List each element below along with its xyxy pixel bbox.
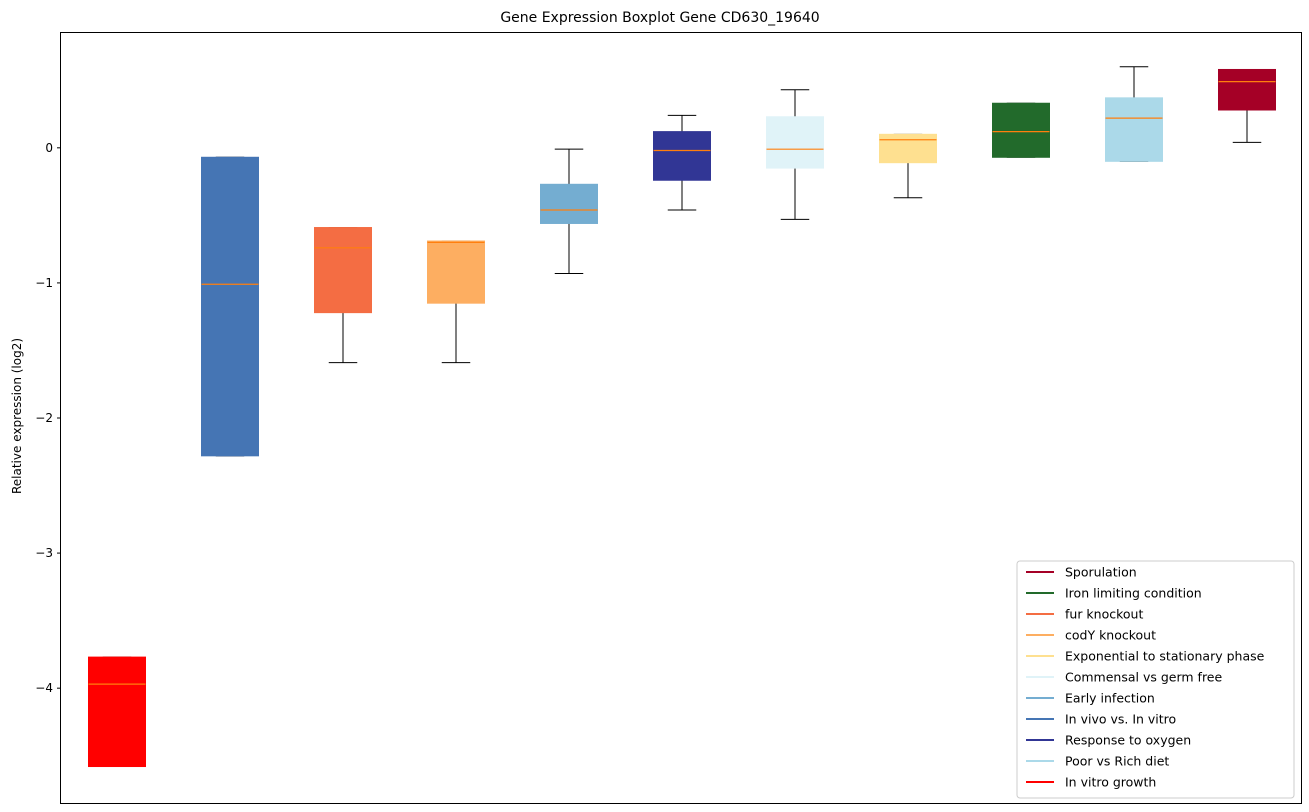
legend-label: Commensal vs germ free	[1065, 670, 1222, 685]
box-group	[766, 89, 824, 220]
box-group	[879, 133, 937, 199]
box	[992, 102, 1050, 158]
legend-label: Exponential to stationary phase	[1065, 649, 1265, 664]
box-group	[1218, 68, 1276, 143]
box-group	[427, 240, 485, 364]
box-group	[992, 102, 1050, 158]
plot-frame	[60, 32, 1302, 804]
y-tick-label: −3	[35, 546, 53, 560]
box	[540, 183, 598, 224]
box-group	[314, 227, 372, 364]
y-tick-label: 0	[45, 141, 53, 155]
legend-label: fur knockout	[1065, 607, 1143, 622]
box-group	[88, 656, 146, 768]
box	[653, 131, 711, 181]
legend-label: In vitro growth	[1065, 775, 1156, 790]
boxes	[88, 66, 1276, 768]
legend-label: In vivo vs. In vitro	[1065, 712, 1176, 727]
y-axis-ticks: 0 −1 −2 −3 −4	[35, 141, 61, 695]
legend-frame	[1016, 560, 1295, 799]
y-axis-label: Relative expression (log2)	[10, 338, 24, 494]
box	[88, 656, 146, 768]
box	[314, 227, 372, 314]
legend-label: Early infection	[1065, 691, 1155, 706]
y-tick-label: −4	[35, 681, 53, 695]
legend-label: Iron limiting condition	[1065, 586, 1202, 601]
y-tick-label: −2	[35, 411, 53, 425]
chart-title: Gene Expression Boxplot Gene CD630_19640	[500, 10, 819, 26]
box-group	[653, 114, 711, 211]
box-group	[201, 156, 259, 457]
box	[766, 116, 824, 169]
box-group	[1105, 66, 1163, 162]
box	[201, 156, 259, 457]
box	[879, 133, 937, 164]
box	[427, 240, 485, 304]
legend-label: codY knockout	[1065, 628, 1156, 643]
box-group	[540, 148, 598, 274]
box	[1218, 68, 1276, 111]
legend: Sporulation Iron limiting condition fur kn…	[1016, 560, 1295, 799]
legend-label: Sporulation	[1065, 565, 1137, 580]
box	[1105, 97, 1163, 162]
y-tick-label: −1	[35, 276, 53, 290]
legend-label: Poor vs Rich diet	[1065, 754, 1169, 769]
legend-label: Response to oxygen	[1065, 733, 1191, 748]
